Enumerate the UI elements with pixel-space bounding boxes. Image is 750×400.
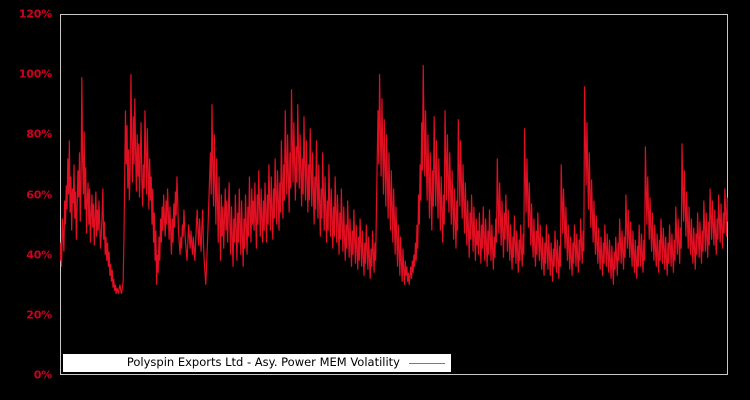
volatility-line-series [60,65,728,294]
legend-line-sample-icon [409,362,445,364]
y-tick-label-120: 120% [18,7,52,21]
legend[interactable]: Polyspin Exports Ltd - Asy. Power MEM Vo… [63,354,451,372]
y-tick-label-40: 40% [26,248,52,262]
y-tick-label-0: 0% [33,368,52,382]
series-layer [60,14,728,375]
y-tick-label-80: 80% [26,127,52,141]
y-tick-label-100: 100% [18,67,52,81]
y-tick-label-60: 60% [26,188,52,202]
y-axis: 120% 100% 80% 60% 40% 20% 0% [0,0,56,400]
y-tick-label-20: 20% [26,308,52,322]
legend-label: Polyspin Exports Ltd - Asy. Power MEM Vo… [126,355,400,370]
